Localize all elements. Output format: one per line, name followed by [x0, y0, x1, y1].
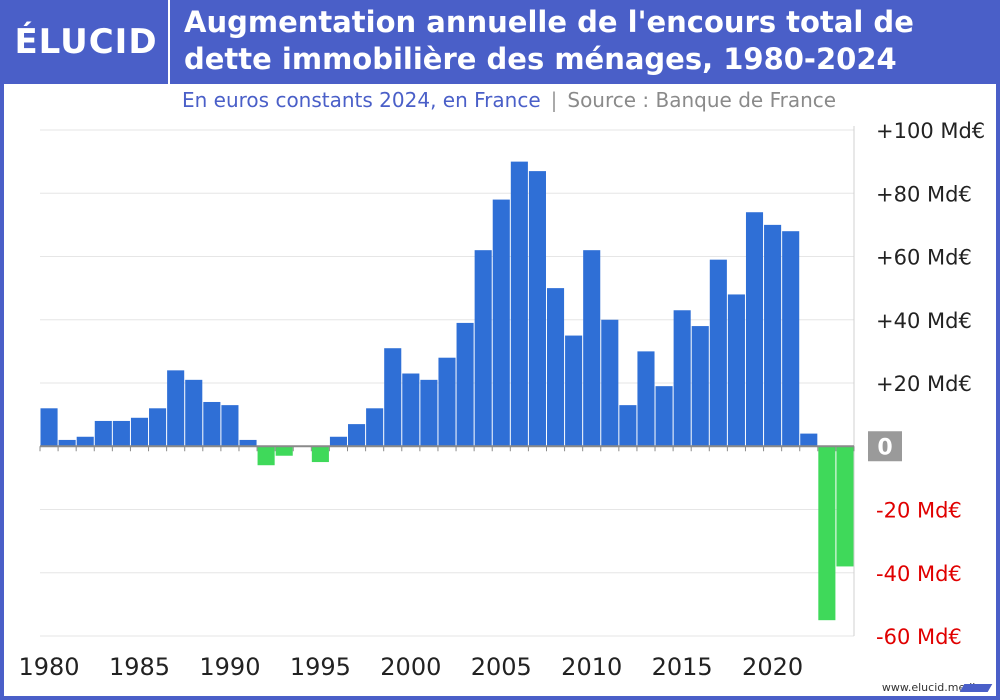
chart-title: Augmentation annuelle de l'encours total…	[184, 5, 914, 76]
bar-2007	[528, 171, 546, 447]
bar-2004	[474, 250, 492, 447]
y-axis-labels: +100 Md€ +80 Md€ +60 Md€ +40 Md€ +20 Md€ 0 -20…	[868, 119, 985, 649]
bar-chart: 1980 1985 1990 1995 2000 2005 2010 2015 2020 +10…	[19, 119, 986, 681]
subtitle-text: En euros constants 2024, en France	[182, 88, 541, 112]
y-tick-label: +60 Md€	[876, 246, 972, 270]
x-tick-label: 2005	[471, 653, 532, 681]
bar-2001	[420, 379, 438, 447]
bar-2003	[456, 322, 474, 447]
y-tick-label: +20 Md€	[876, 372, 972, 396]
footer-url: www.elucid.media	[881, 681, 982, 694]
y-tick-label: +40 Md€	[876, 309, 972, 333]
bar-1985	[130, 417, 149, 447]
chart-subtitle: En euros constants 2024, en France | Sourc…	[182, 88, 836, 112]
bar-1999	[384, 348, 402, 447]
y-tick-label: 0	[877, 435, 892, 460]
bar-1989	[203, 401, 221, 447]
x-tick-label: 1980	[19, 653, 80, 681]
bar-2023	[818, 446, 836, 621]
x-axis-ticks: 1980 1985 1990 1995 2000 2005 2010 2015 2020	[19, 653, 804, 681]
x-tick-label: 1995	[290, 653, 351, 681]
bar-2010	[583, 250, 601, 447]
bar-1993	[275, 446, 293, 456]
subtitle-separator: |	[550, 88, 558, 112]
bar-1983	[94, 420, 112, 447]
bar-2006	[510, 161, 528, 447]
bar-1987	[167, 370, 185, 447]
bar-1995	[311, 446, 329, 463]
x-tick-label: 2000	[380, 653, 441, 681]
x-tick-label: 2020	[742, 653, 803, 681]
bar-1992	[257, 446, 275, 466]
x-tick-label: 2015	[652, 653, 713, 681]
bar-2018	[727, 294, 745, 447]
bar-2015	[673, 310, 691, 447]
x-tick-label: 2010	[561, 653, 622, 681]
bar-1997	[348, 424, 366, 447]
bar-2009	[565, 335, 583, 447]
bar-1984	[112, 420, 130, 447]
y-tick-label: -20 Md€	[876, 499, 962, 523]
bar-1990	[221, 405, 239, 447]
logo-text: ÉLUCID	[14, 22, 158, 62]
logo: ÉLUCID	[4, 0, 168, 84]
bar-2005	[492, 199, 510, 447]
bar-2017	[709, 259, 727, 447]
bar-2011	[601, 319, 619, 447]
bar-2000	[402, 373, 420, 447]
logo-divider	[168, 0, 170, 84]
bar-1986	[149, 408, 167, 447]
bar-1988	[185, 379, 203, 447]
bar-2012	[619, 405, 637, 447]
bar-2022	[800, 433, 818, 447]
bar-2024	[836, 446, 854, 567]
bar-1980	[40, 408, 58, 447]
bar-1998	[366, 408, 384, 447]
header-bar: ÉLUCID Augmentation annuelle de l'encour…	[4, 0, 1000, 84]
zero-axis	[39, 445, 855, 452]
y-tick-label: -40 Md€	[876, 562, 962, 586]
x-tick-label: 1990	[199, 653, 260, 681]
bar-2019	[745, 212, 764, 447]
bar-1981	[58, 439, 76, 447]
bar-1996	[329, 436, 348, 447]
bar-2016	[691, 326, 709, 447]
bars	[40, 161, 854, 621]
bar-2008	[546, 288, 565, 447]
bar-1991	[239, 439, 257, 447]
bar-2021	[782, 231, 800, 447]
y-tick-label: -60 Md€	[876, 625, 962, 649]
zero-badge	[868, 431, 902, 462]
footer-mark	[959, 684, 993, 692]
y-tick-label: +80 Md€	[876, 182, 972, 206]
bar-2002	[438, 357, 456, 447]
y-tick-label: +100 Md€	[876, 119, 985, 143]
source-text: Source : Banque de France	[567, 88, 837, 112]
bar-2020	[764, 224, 782, 447]
bar-2014	[655, 386, 673, 447]
bar-1982	[76, 436, 94, 447]
bar-2013	[637, 351, 655, 447]
x-tick-label: 1985	[109, 653, 170, 681]
